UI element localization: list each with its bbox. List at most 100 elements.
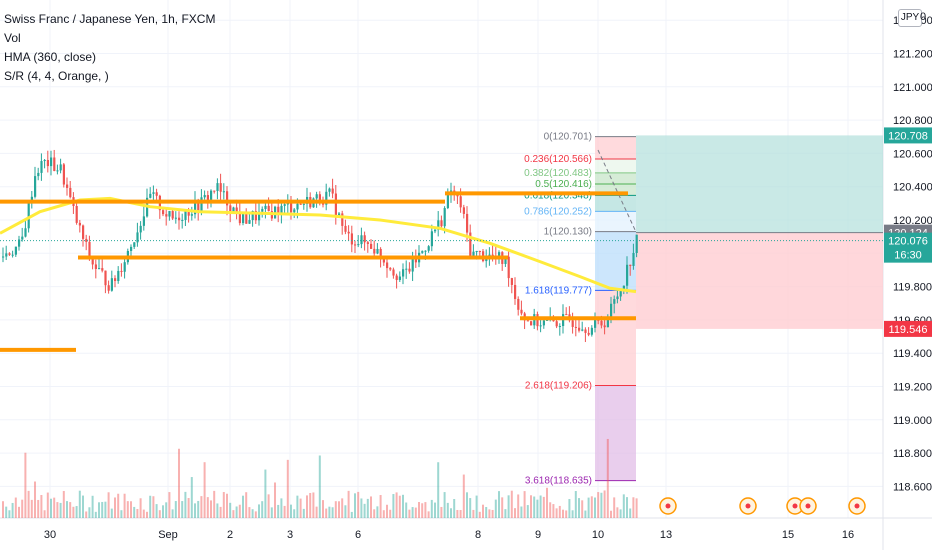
volume-bar — [184, 491, 187, 518]
fib-band — [595, 159, 636, 173]
volume-bar — [584, 510, 587, 518]
candle-body — [98, 268, 101, 270]
candle-body — [632, 252, 635, 266]
volume-bar — [85, 511, 88, 518]
volume-bar — [440, 506, 443, 518]
indicator-vol[interactable]: Vol — [4, 31, 21, 45]
symbol-title[interactable]: Swiss Franc / Japanese Yen, 1h, FXCM — [4, 12, 216, 26]
price-badge — [884, 320, 932, 337]
volume-bar — [75, 506, 78, 518]
volume-bar — [235, 506, 238, 518]
volume-bar — [104, 501, 107, 518]
candle-body — [622, 285, 625, 290]
y-tick-label: 121.000 — [893, 82, 932, 94]
candle-body — [286, 203, 289, 205]
candle-body — [46, 160, 49, 167]
candle-body — [120, 270, 123, 272]
volume-bar — [338, 501, 340, 518]
volume-bar — [322, 500, 324, 518]
profit-zone — [636, 135, 883, 233]
x-tick-label: 15 — [782, 529, 794, 541]
volume-bar — [203, 462, 206, 518]
currency-button[interactable]: JPY — [898, 9, 922, 27]
volume-bar — [622, 494, 625, 518]
volume-bar — [299, 498, 302, 518]
candle-body — [619, 289, 622, 297]
candle-body — [504, 256, 507, 264]
volume-bar — [568, 499, 571, 518]
volume-bar — [475, 495, 478, 518]
volume-bar — [354, 493, 356, 518]
candle-body — [338, 213, 341, 216]
candle-body — [18, 239, 21, 247]
volume-bar — [94, 511, 97, 518]
candle-body — [277, 206, 280, 215]
volume-bar — [213, 490, 216, 518]
economic-event-dot — [745, 503, 751, 509]
volume-bar — [133, 506, 136, 518]
candle-body — [245, 213, 248, 224]
volume-bar — [635, 498, 638, 518]
volume-bar — [616, 507, 619, 518]
candle-body — [581, 329, 584, 331]
volume-bar — [565, 510, 568, 518]
candle-body — [478, 251, 481, 253]
indicator-hma[interactable]: HMA (360, close) — [4, 50, 97, 64]
volume-bar — [613, 497, 616, 518]
y-tick-label: 119.400 — [893, 348, 932, 360]
volume-bar — [552, 504, 555, 518]
volume-bar — [510, 490, 513, 518]
y-tick-label: 120.800 — [893, 115, 932, 127]
candle-body — [344, 225, 347, 232]
volume-bar — [395, 492, 398, 518]
volume-bar — [168, 492, 171, 518]
volume-bar — [555, 508, 558, 518]
y-tick-label: 119.200 — [893, 382, 932, 394]
volume-bar — [526, 505, 529, 518]
y-tick-label: 118.800 — [893, 448, 932, 460]
candle-body — [469, 232, 472, 256]
volume-bar — [315, 506, 318, 518]
volume-bar — [619, 509, 622, 518]
candle-body — [434, 229, 437, 232]
candle-body — [40, 161, 43, 173]
candle-body — [136, 232, 139, 243]
candle-body — [334, 193, 337, 216]
volume-bar — [283, 505, 286, 518]
volume-bar — [274, 482, 276, 518]
fib-band — [595, 195, 636, 212]
candle-body — [82, 225, 85, 239]
y-tick-label: 119.800 — [893, 282, 932, 294]
volume-bar — [267, 494, 270, 518]
candle-body — [110, 278, 113, 291]
candle-body — [261, 208, 264, 212]
volume-bar — [402, 494, 404, 518]
candle-body — [222, 191, 225, 193]
volume-bar — [136, 508, 139, 518]
candle-body — [53, 157, 56, 172]
volume-bar — [376, 506, 379, 518]
volume-bar — [171, 509, 174, 518]
volume-bar — [72, 506, 75, 518]
volume-bar — [27, 490, 30, 518]
candle-body — [85, 238, 88, 242]
volume-bar — [485, 507, 488, 518]
volume-bar — [318, 455, 321, 518]
volume-bar — [517, 494, 520, 518]
chart-legend: Swiss Franc / Japanese Yen, 1h, FXCM Vol… — [4, 10, 215, 86]
candle-body — [235, 207, 238, 213]
indicator-sr[interactable]: S/R (4, 4, Orange, ) — [4, 69, 109, 83]
volume-bar — [546, 487, 548, 518]
y-tick-label: 118.600 — [893, 481, 932, 493]
candle-body — [290, 203, 293, 213]
candle-body — [229, 205, 232, 213]
volume-bar — [453, 499, 456, 518]
volume-bar — [78, 490, 81, 518]
candle-body — [11, 254, 14, 256]
candle-body — [475, 251, 478, 253]
volume-bar — [238, 504, 241, 518]
volume-bar — [379, 495, 382, 518]
candle-body — [149, 193, 152, 198]
